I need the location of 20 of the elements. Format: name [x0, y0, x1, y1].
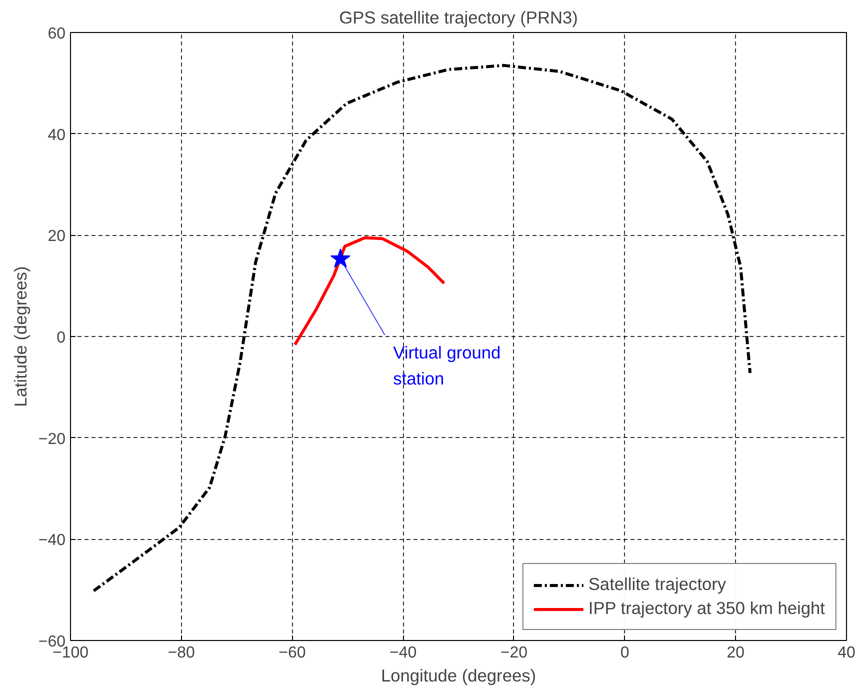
y-tick-label: 0 [56, 330, 66, 346]
y-tick-label: −20 [38, 430, 66, 448]
legend-label: Satellite trajectory [588, 574, 726, 595]
x-tick-label: −60 [278, 644, 306, 662]
chart-title: GPS satellite trajectory (PRN3) [339, 8, 578, 28]
y-tick-label: 20 [48, 228, 66, 246]
legend-label: IPP trajectory at 350 km height [588, 598, 825, 619]
y-tick-label: 40 [48, 126, 66, 144]
y-tick-label: 60 [48, 26, 66, 42]
x-tick-label: 40 [838, 644, 856, 662]
x-tick-label: −40 [390, 644, 417, 662]
x-tick-label: 0 [620, 644, 630, 662]
x-axis-title: Longitude (degrees) [380, 666, 536, 686]
y-axis-title: Latitude (degrees) [10, 266, 30, 407]
x-tick-label: 20 [726, 644, 745, 662]
x-tick-label: −80 [168, 644, 196, 662]
y-tick-label: −40 [38, 532, 66, 550]
x-tick-label: −20 [500, 644, 528, 662]
annotation: Virtual ground station [393, 342, 501, 389]
line-series [293, 236, 446, 346]
